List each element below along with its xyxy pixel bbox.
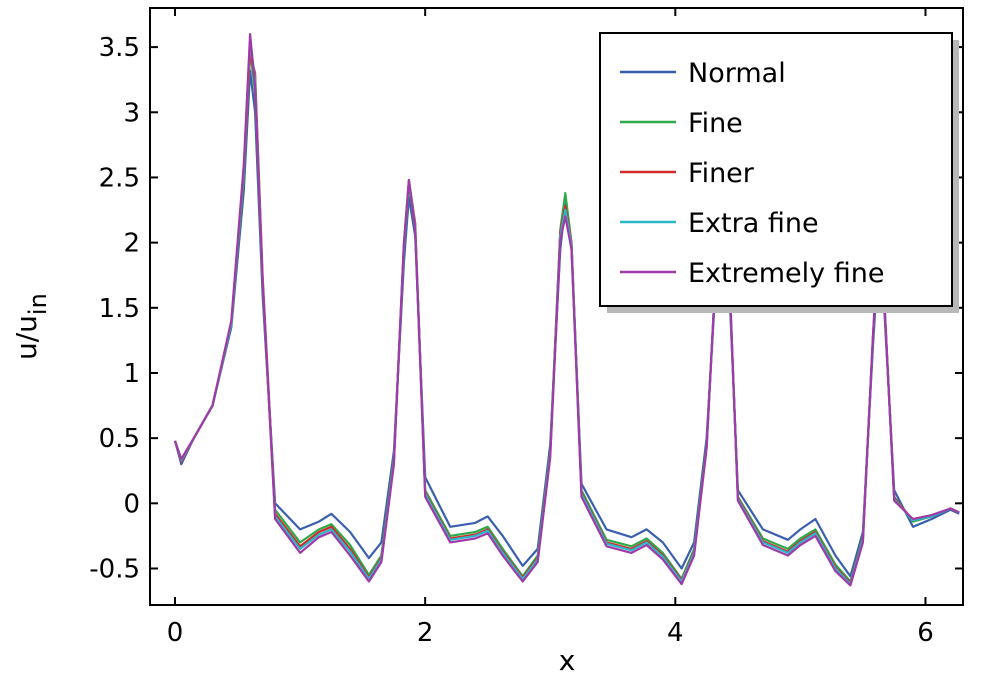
legend-label-fine: Fine: [688, 108, 743, 139]
legend-label-extremely-fine: Extremely fine: [688, 258, 884, 289]
x-tick-label: 0: [167, 618, 184, 648]
y-tick-label: 2.5: [99, 163, 140, 193]
y-tick-label: -0.5: [89, 555, 140, 585]
legend-label-extra-fine: Extra fine: [688, 208, 819, 239]
series-layer: [173, 32, 960, 587]
y-axis-title: u/uin: [10, 293, 52, 360]
legend: Normal Fine Finer Extra fine Extremely fine: [599, 32, 959, 313]
y-tick-label: 1.5: [99, 294, 140, 324]
y-tick-label: 3.5: [99, 33, 140, 63]
legend-label-finer: Finer: [688, 158, 755, 189]
y-tick-label: 3: [123, 98, 140, 128]
series-line-extremely-fine: [173, 32, 960, 587]
y-axis-title-subscript: in: [24, 293, 52, 315]
y-axis: -0.5 0 0.5 1 1.5 2 2.5 3 3.5: [89, 33, 963, 585]
y-tick-label: 0: [123, 489, 140, 519]
x-axis: 0 2 4 6: [167, 8, 934, 648]
x-tick-label: 6: [917, 618, 934, 648]
plot-frame: [149, 7, 964, 606]
legend-label-normal: Normal: [688, 58, 786, 89]
x-tick-label: 4: [667, 618, 684, 648]
y-tick-label: 0.5: [99, 424, 140, 454]
series-line-fine: [173, 48, 960, 583]
legend-box: [599, 32, 953, 307]
y-axis-title-main: u/u: [10, 315, 43, 360]
y-tick-label: 1: [123, 359, 140, 389]
y-tick-label: 2: [123, 229, 140, 259]
x-tick-label: 2: [417, 618, 434, 648]
x-axis-title: x: [559, 644, 576, 676]
legend-items: Normal Fine Finer Extra fine Extremely fine: [620, 58, 884, 289]
